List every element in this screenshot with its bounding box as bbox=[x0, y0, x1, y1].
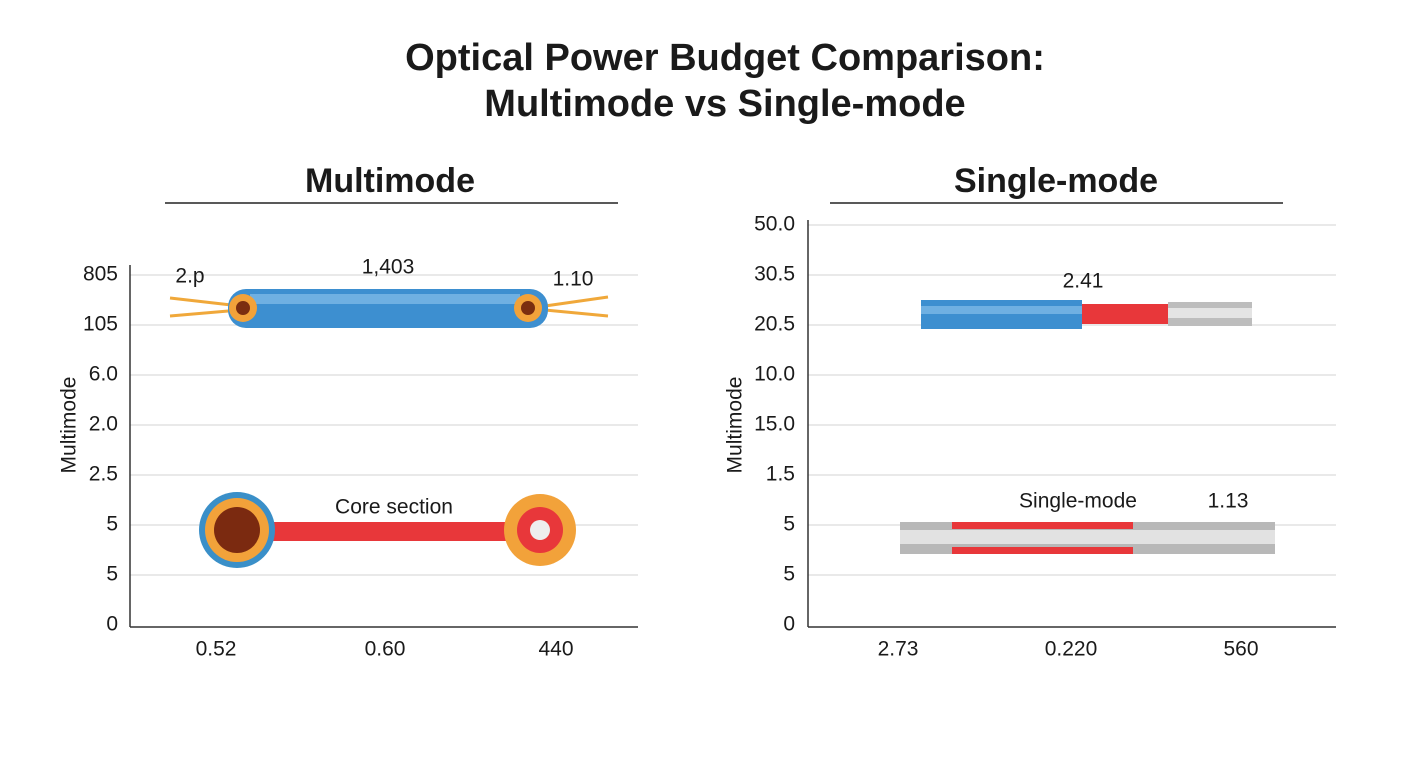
fiber-top bbox=[921, 300, 1252, 329]
y-tick-label: 15.0 bbox=[754, 413, 795, 436]
y-tick-label: 6.0 bbox=[89, 363, 118, 386]
connector-core bbox=[521, 301, 535, 315]
y-tick-label: 805 bbox=[83, 263, 118, 286]
title: Multimode vs Single-mode bbox=[484, 83, 965, 125]
y-axis-label: Multimode bbox=[58, 377, 81, 474]
highlight bbox=[921, 306, 1082, 314]
panel-heading: Multimode bbox=[305, 162, 475, 200]
y-tick-label: 30.5 bbox=[754, 263, 795, 286]
highlight bbox=[900, 530, 1275, 544]
panel-heading: Single-mode bbox=[954, 162, 1158, 200]
y-tick-label: 5 bbox=[783, 563, 795, 586]
highlight bbox=[250, 294, 520, 304]
y-tick-label: 50.0 bbox=[754, 213, 795, 236]
fiber-bottom bbox=[199, 492, 576, 568]
y-tick-label: 20.5 bbox=[754, 313, 795, 336]
stripe bbox=[952, 547, 1133, 554]
title: Optical Power Budget Comparison: bbox=[405, 37, 1045, 79]
annotation: 1.13 bbox=[1208, 490, 1249, 513]
segment bbox=[1082, 304, 1168, 324]
grid bbox=[808, 224, 1336, 576]
x-tick-label: 560 bbox=[1223, 638, 1258, 661]
y-tick-label: 5 bbox=[106, 513, 118, 536]
y-tick-label: 2.0 bbox=[89, 413, 118, 436]
annotation: Single-mode bbox=[1019, 490, 1137, 513]
y-tick-label: 0 bbox=[783, 613, 795, 636]
annotation: 2.41 bbox=[1063, 270, 1104, 293]
x-tick-label: 2.73 bbox=[878, 638, 919, 661]
x-tick-label: 440 bbox=[538, 638, 573, 661]
annotation: Core section bbox=[335, 496, 453, 519]
y-tick-label: 1.5 bbox=[766, 463, 795, 486]
annotation: 1,403 bbox=[362, 256, 415, 279]
y-tick-label: 5 bbox=[783, 513, 795, 536]
x-tick-label: 0.60 bbox=[365, 638, 406, 661]
end-core bbox=[530, 520, 550, 540]
stripe bbox=[952, 522, 1133, 529]
end-core bbox=[214, 507, 260, 553]
segment bbox=[921, 300, 1082, 329]
fiber-bottom bbox=[900, 522, 1275, 554]
highlight bbox=[1168, 308, 1252, 318]
x-tick-label: 0.52 bbox=[196, 638, 237, 661]
fiber-top bbox=[169, 289, 609, 328]
y-tick-label: 5 bbox=[106, 563, 118, 586]
annotation: 1.10 bbox=[553, 268, 594, 291]
annotation: 2.p bbox=[175, 265, 204, 288]
connector-core bbox=[236, 301, 250, 315]
whisker bbox=[169, 295, 609, 318]
core-bar bbox=[265, 522, 535, 541]
y-tick-label: 105 bbox=[83, 313, 118, 336]
y-tick-label: 0 bbox=[106, 613, 118, 636]
y-tick-label: 10.0 bbox=[754, 363, 795, 386]
x-tick-label: 0.220 bbox=[1045, 638, 1098, 661]
y-axis-label: Multimode bbox=[724, 377, 747, 474]
y-tick-label: 2.5 bbox=[89, 463, 118, 486]
